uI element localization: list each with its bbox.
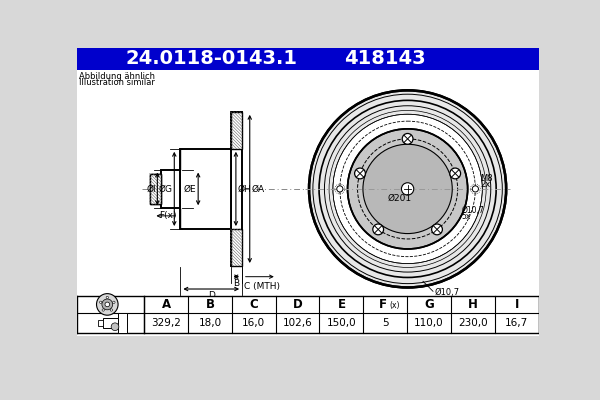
Text: 24.0118-0143.1: 24.0118-0143.1 xyxy=(125,49,297,68)
Bar xyxy=(149,174,161,204)
Text: F: F xyxy=(379,298,387,311)
Text: 102,6: 102,6 xyxy=(283,318,313,328)
Text: 16,0: 16,0 xyxy=(242,318,265,328)
Circle shape xyxy=(401,183,414,195)
Text: ØE: ØE xyxy=(184,184,197,194)
Text: Abbildung ähnlich: Abbildung ähnlich xyxy=(79,72,155,81)
Circle shape xyxy=(337,186,343,192)
Text: Illustration similar: Illustration similar xyxy=(79,78,155,87)
Circle shape xyxy=(472,186,478,192)
Text: 418143: 418143 xyxy=(344,49,425,68)
Bar xyxy=(77,70,539,296)
Text: D: D xyxy=(293,298,302,311)
Circle shape xyxy=(102,309,104,311)
Text: Ø201: Ø201 xyxy=(388,194,412,203)
Bar xyxy=(118,313,127,333)
Text: E: E xyxy=(337,298,346,311)
Text: I: I xyxy=(514,298,519,311)
Bar xyxy=(77,296,539,336)
Circle shape xyxy=(363,144,452,234)
Circle shape xyxy=(333,114,482,264)
Text: 150,0: 150,0 xyxy=(326,318,356,328)
Text: 2x: 2x xyxy=(480,180,490,189)
Bar xyxy=(98,320,103,326)
Circle shape xyxy=(110,309,113,311)
Text: ØA: ØA xyxy=(251,184,265,194)
Circle shape xyxy=(373,224,383,235)
Text: C: C xyxy=(250,298,258,311)
Text: ØG: ØG xyxy=(159,184,173,194)
Circle shape xyxy=(111,323,119,330)
Text: H: H xyxy=(468,298,478,311)
Bar xyxy=(230,112,242,149)
Text: 329,2: 329,2 xyxy=(151,318,181,328)
Circle shape xyxy=(97,294,118,315)
Text: 5x: 5x xyxy=(461,212,471,221)
Text: M8: M8 xyxy=(480,174,493,183)
Text: ØI: ØI xyxy=(146,184,156,194)
Circle shape xyxy=(309,90,506,288)
Text: ØH: ØH xyxy=(238,184,251,194)
Bar xyxy=(181,149,230,229)
Text: D: D xyxy=(208,291,215,300)
Bar xyxy=(230,229,242,266)
Circle shape xyxy=(347,129,467,249)
Text: 230,0: 230,0 xyxy=(458,318,488,328)
Circle shape xyxy=(431,224,442,235)
Circle shape xyxy=(402,134,413,144)
Bar xyxy=(77,48,539,70)
Circle shape xyxy=(102,299,113,310)
Circle shape xyxy=(100,301,102,304)
Text: G: G xyxy=(424,298,434,311)
Circle shape xyxy=(450,168,461,179)
Text: B: B xyxy=(233,279,239,288)
Text: (x): (x) xyxy=(389,302,400,310)
Text: A: A xyxy=(161,298,171,311)
Bar xyxy=(103,318,118,328)
Text: 110,0: 110,0 xyxy=(414,318,444,328)
Circle shape xyxy=(355,168,365,179)
Bar xyxy=(230,112,242,266)
Bar xyxy=(161,170,181,208)
Text: Ø10,7: Ø10,7 xyxy=(434,288,460,297)
Text: F(x): F(x) xyxy=(159,211,176,220)
Text: C (MTH): C (MTH) xyxy=(244,282,280,291)
Text: 5: 5 xyxy=(382,318,388,328)
Text: 18,0: 18,0 xyxy=(199,318,221,328)
Circle shape xyxy=(106,296,109,299)
Bar xyxy=(149,174,161,204)
Text: B: B xyxy=(205,298,214,311)
Text: Ø10,7: Ø10,7 xyxy=(461,206,484,215)
Circle shape xyxy=(113,301,115,304)
Circle shape xyxy=(105,302,110,307)
Text: 16,7: 16,7 xyxy=(505,318,528,328)
